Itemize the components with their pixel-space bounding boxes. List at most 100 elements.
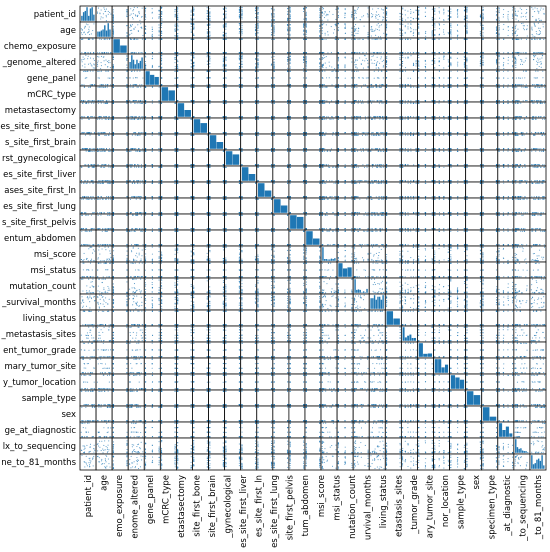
scatter-point bbox=[85, 102, 87, 104]
scatter-point bbox=[466, 52, 468, 54]
scatter-point bbox=[209, 66, 211, 68]
scatter-point bbox=[344, 84, 346, 86]
scatter-point bbox=[434, 7, 436, 10]
scatter-point bbox=[450, 86, 452, 88]
panel-patient_id-vs-primary_tumor_location bbox=[449, 5, 467, 23]
scatter-point bbox=[450, 16, 452, 18]
scatter-point bbox=[382, 102, 384, 104]
scatter-point bbox=[425, 8, 427, 10]
scatter-point bbox=[271, 86, 273, 88]
scatter-point bbox=[241, 77, 243, 79]
scatter-point bbox=[174, 70, 176, 72]
scatter-point bbox=[450, 32, 452, 34]
scatter-point bbox=[431, 86, 433, 88]
scatter-point bbox=[375, 86, 377, 88]
scatter-point bbox=[443, 84, 445, 86]
panel-age-vs-sample_type bbox=[465, 21, 483, 39]
scatter-point bbox=[97, 86, 99, 88]
panel-age-vs-number_of_metastasis_sites bbox=[400, 21, 418, 39]
scatter-point bbox=[144, 14, 147, 16]
panel-metastasectomy-vs-mutation_count bbox=[352, 101, 370, 119]
scatter-point bbox=[110, 84, 112, 86]
scatter-point bbox=[104, 132, 106, 134]
scatter-point bbox=[514, 116, 516, 118]
scatter-point bbox=[158, 118, 160, 120]
scatter-point bbox=[97, 70, 99, 72]
panel-chemo_exposure-vs-metastases_site_first_pelvis bbox=[288, 37, 306, 55]
scatter-point bbox=[338, 27, 340, 29]
scatter-point bbox=[302, 59, 305, 61]
scatter-point bbox=[463, 65, 466, 67]
scatter-point bbox=[136, 118, 138, 120]
panel-frame bbox=[127, 85, 145, 103]
scatter-point bbox=[257, 102, 259, 104]
scatter-point bbox=[193, 19, 195, 21]
scatter-point bbox=[344, 27, 346, 29]
panel-age-vs-living_status bbox=[384, 21, 402, 39]
scatter-point bbox=[434, 24, 436, 26]
scatter-point bbox=[534, 24, 536, 26]
scatter-point bbox=[479, 62, 482, 64]
scatter-point bbox=[321, 57, 323, 59]
panel-frame bbox=[208, 21, 226, 39]
panel-frame bbox=[336, 37, 354, 55]
scatter-point bbox=[418, 54, 420, 56]
scatter-point bbox=[206, 15, 208, 17]
scatter-point bbox=[380, 8, 383, 10]
scatter-point bbox=[126, 84, 128, 86]
scatter-point bbox=[112, 32, 114, 35]
scatter-point bbox=[270, 13, 273, 15]
scatter-point bbox=[136, 38, 138, 40]
panel-fraction_genome_altered-vs-chemo_exposure bbox=[111, 53, 129, 71]
scatter-point bbox=[257, 12, 259, 14]
scatter-point bbox=[521, 61, 523, 63]
scatter-point bbox=[399, 64, 401, 66]
scatter-point bbox=[385, 52, 388, 54]
scatter-point bbox=[238, 11, 241, 13]
scatter-point bbox=[151, 100, 153, 102]
scatter-point bbox=[518, 84, 520, 86]
scatter-point bbox=[206, 23, 208, 26]
scatter-point bbox=[254, 70, 257, 72]
scatter-point bbox=[255, 116, 257, 118]
scatter-point bbox=[225, 32, 227, 34]
histogram-bar bbox=[93, 14, 95, 21]
panel-mCRC_type-vs-metastases_site_first_liver bbox=[240, 85, 258, 103]
scatter-point bbox=[402, 100, 404, 102]
scatter-point bbox=[466, 26, 468, 28]
scatter-point bbox=[434, 60, 436, 62]
panel-frame bbox=[192, 5, 209, 23]
scatter-point bbox=[84, 25, 86, 27]
panel-fraction_genome_altered-vs-metastases_site_first_liver bbox=[240, 53, 258, 71]
scatter-point bbox=[409, 77, 412, 79]
scatter-point bbox=[190, 60, 192, 62]
scatter-point bbox=[379, 36, 382, 38]
scatter-point bbox=[353, 102, 355, 104]
scatter-point bbox=[539, 86, 541, 88]
scatter-point bbox=[399, 32, 401, 34]
scatter-point bbox=[534, 7, 536, 9]
scatter-point bbox=[99, 86, 101, 88]
scatter-point bbox=[193, 7, 195, 9]
scatter-point bbox=[447, 33, 449, 35]
scatter-point bbox=[289, 116, 291, 118]
scatter-point bbox=[330, 26, 332, 28]
panel-frame bbox=[95, 101, 113, 119]
scatter-point bbox=[521, 59, 523, 61]
scatter-point bbox=[450, 35, 452, 37]
scatter-point bbox=[410, 26, 412, 28]
panel-frame bbox=[529, 53, 547, 71]
scatter-point bbox=[415, 63, 417, 65]
panel-patient_id-vs-number_of_metastasis_sites bbox=[400, 5, 418, 23]
scatter-point bbox=[151, 58, 153, 60]
scatter-point bbox=[359, 19, 361, 21]
panel-patient_id-vs-fraction_genome_altered bbox=[127, 5, 145, 23]
scatter-point bbox=[151, 64, 153, 67]
scatter-point bbox=[479, 15, 482, 17]
scatter-point bbox=[418, 17, 420, 19]
scatter-point bbox=[161, 32, 163, 34]
scatter-point bbox=[141, 52, 143, 54]
scatter-point bbox=[177, 77, 179, 79]
scatter-point bbox=[367, 32, 369, 34]
panel-patient_id-vs-sample_type bbox=[465, 5, 483, 23]
